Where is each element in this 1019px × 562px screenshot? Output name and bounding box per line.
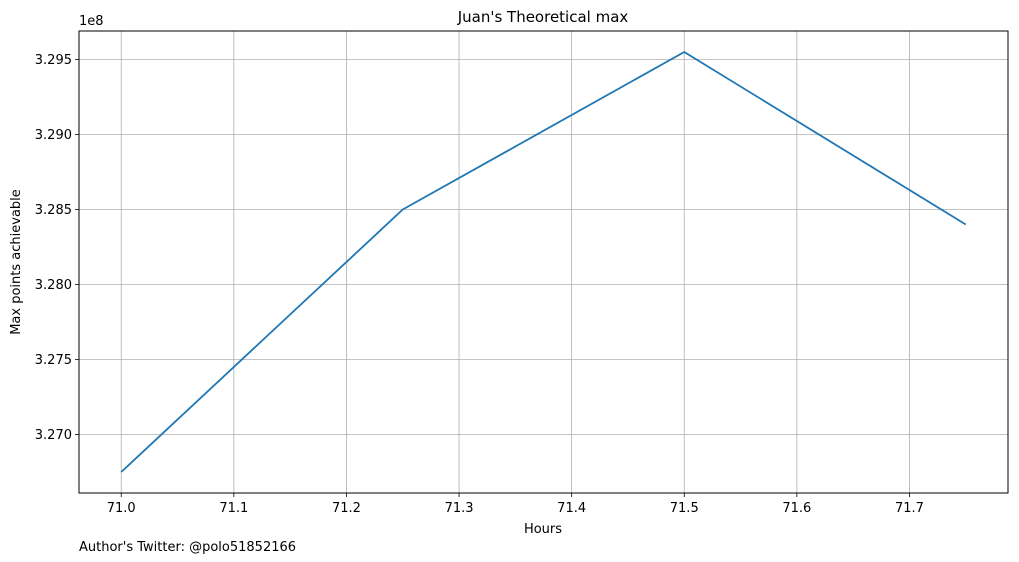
y-axis-ticks: 3.270 3.275 3.280 3.285 3.290 3.295 — [35, 53, 79, 443]
y-tick-label: 3.285 — [35, 203, 72, 218]
y-tick-label: 3.290 — [35, 128, 72, 143]
y-tick-label: 3.270 — [35, 428, 72, 443]
chart-title: Juan's Theoretical max — [457, 8, 629, 26]
y-tick-label: 3.295 — [35, 53, 72, 68]
grid-lines — [79, 31, 1008, 493]
series-group — [120, 51, 967, 473]
series-line — [120, 51, 967, 473]
x-tick-label: 71.4 — [557, 501, 586, 516]
x-tick-label: 71.0 — [107, 501, 136, 516]
x-tick-label: 71.2 — [332, 501, 361, 516]
author-note: Author's Twitter: @polo51852166 — [79, 540, 296, 555]
x-tick-label: 71.5 — [670, 501, 699, 516]
y-axis-label: Max points achievable — [9, 189, 24, 335]
x-tick-label: 71.3 — [445, 501, 474, 516]
x-axis-label: Hours — [524, 522, 562, 537]
plot-area-frame — [78, 30, 1009, 494]
x-tick-label: 71.6 — [782, 501, 811, 516]
y-tick-label: 3.280 — [35, 278, 72, 293]
x-tick-label: 71.1 — [219, 501, 248, 516]
x-axis-ticks: 71.0 71.1 71.2 71.3 71.4 71.5 71.6 71.7 — [107, 493, 924, 516]
y-offset-label: 1e8 — [79, 14, 104, 29]
y-tick-label: 3.275 — [35, 353, 72, 368]
x-tick-label: 71.7 — [895, 501, 924, 516]
